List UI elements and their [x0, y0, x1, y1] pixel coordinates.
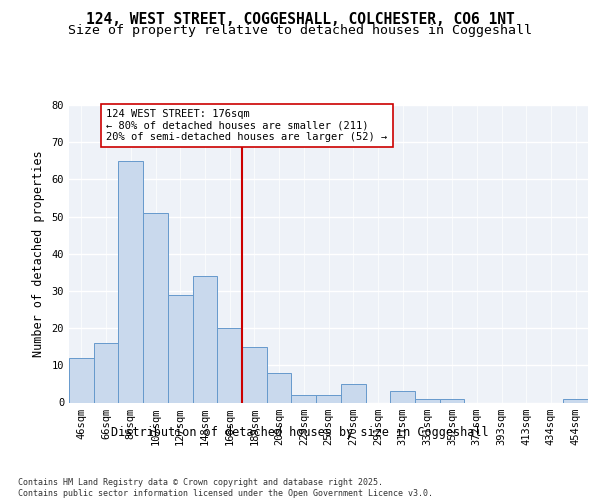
Bar	[563, 399, 588, 402]
Bar	[415, 399, 440, 402]
Bar	[143, 213, 168, 402]
Bar	[440, 399, 464, 402]
Bar	[390, 392, 415, 402]
Bar	[341, 384, 365, 402]
Text: 124, WEST STREET, COGGESHALL, COLCHESTER, CO6 1NT: 124, WEST STREET, COGGESHALL, COLCHESTER…	[86, 12, 514, 28]
Text: 124 WEST STREET: 176sqm
← 80% of detached houses are smaller (211)
20% of semi-d: 124 WEST STREET: 176sqm ← 80% of detache…	[106, 108, 388, 142]
Bar	[168, 294, 193, 403]
Bar	[267, 373, 292, 402]
Bar	[94, 343, 118, 402]
Text: Distribution of detached houses by size in Coggeshall: Distribution of detached houses by size …	[111, 426, 489, 439]
Bar	[118, 161, 143, 402]
Text: Contains HM Land Registry data © Crown copyright and database right 2025.
Contai: Contains HM Land Registry data © Crown c…	[18, 478, 433, 498]
Bar	[69, 358, 94, 403]
Bar	[292, 395, 316, 402]
Bar	[316, 395, 341, 402]
Bar	[242, 346, 267, 403]
Bar	[217, 328, 242, 402]
Text: Size of property relative to detached houses in Coggeshall: Size of property relative to detached ho…	[68, 24, 532, 37]
Bar	[193, 276, 217, 402]
Y-axis label: Number of detached properties: Number of detached properties	[32, 150, 44, 357]
